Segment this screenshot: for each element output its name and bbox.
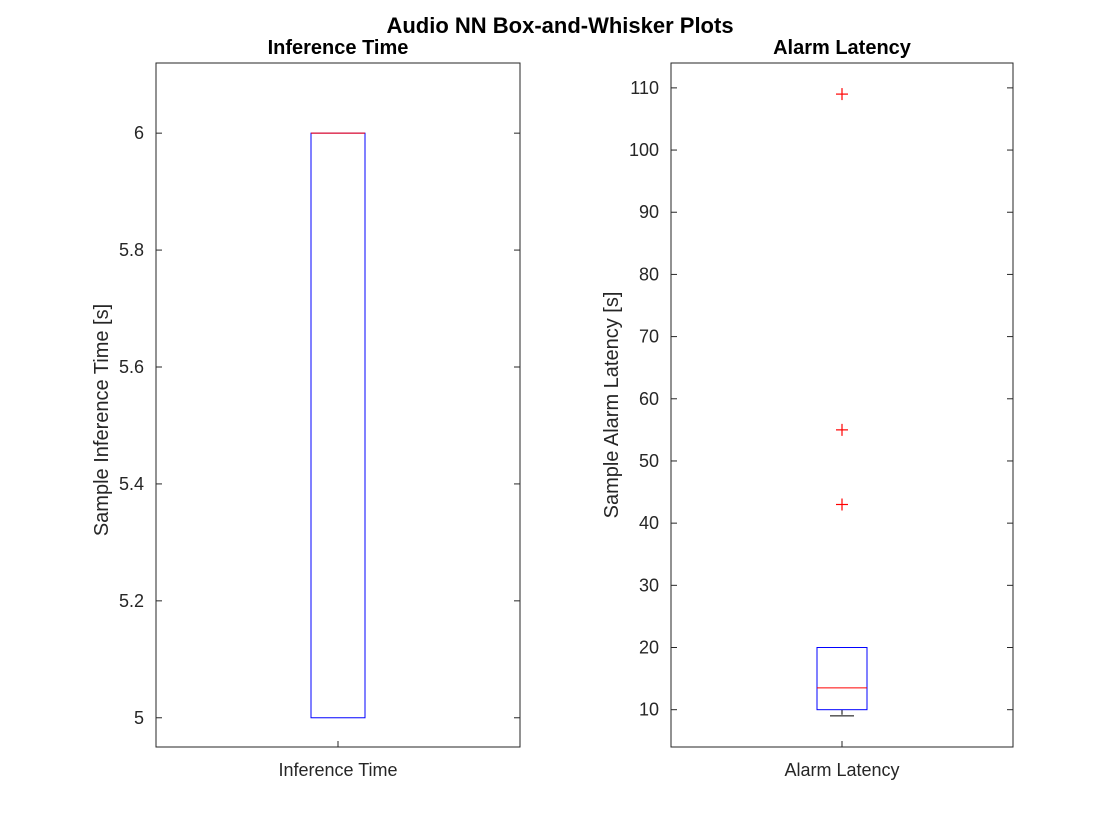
y-tick-label: 30 [639,575,659,595]
subplot-alarm-latency: Alarm Latency 10 20 30 40 50 60 70 80 90 100 110 A… [601,37,1014,780]
y-axis-label: Sample Inference Time [s] [91,304,113,536]
plot-area: 5 5.2 5.4 5.6 5.8 6 [119,123,520,747]
y-tick-label: 70 [639,327,659,347]
y-tick-label: 10 [639,700,659,720]
y-tick-label: 90 [639,202,659,222]
y-tick-label: 5.6 [119,357,144,377]
y-tick-label: 20 [639,638,659,658]
outlier-marker [836,498,848,511]
y-tick-label: 5.2 [119,591,144,611]
y-tick-label: 50 [639,451,659,471]
y-tick-label: 5.4 [119,474,144,494]
axes-frame [670,62,1014,748]
box [816,647,868,711]
outlier-marker [836,423,848,436]
axes-title: Inference Time [268,37,409,59]
figure-title: Audio NN Box-and-Whisker Plots [386,13,733,38]
axes-frame [155,62,521,748]
plot-area: 10 20 30 40 50 60 70 80 90 100 110 [629,78,1013,747]
y-axis-label: Sample Alarm Latency [s] [601,292,623,519]
y-tick-label: 60 [639,389,659,409]
x-tick-label: Alarm Latency [784,760,899,780]
y-tick-label: 5 [134,708,144,728]
outlier-marker [836,88,848,101]
axes-title: Alarm Latency [773,37,912,59]
y-tick-label: 110 [630,78,659,98]
subplot-inference-time: Inference Time 5 5.2 5.4 5.6 5.8 6 Inference … [91,37,521,780]
y-tick-label: 40 [639,513,659,533]
y-tick-label: 100 [629,140,659,160]
y-tick-label: 80 [639,264,659,284]
y-tick-label: 5.8 [119,240,144,260]
x-tick-label: Inference Time [278,760,397,780]
y-tick-label: 6 [134,123,144,143]
